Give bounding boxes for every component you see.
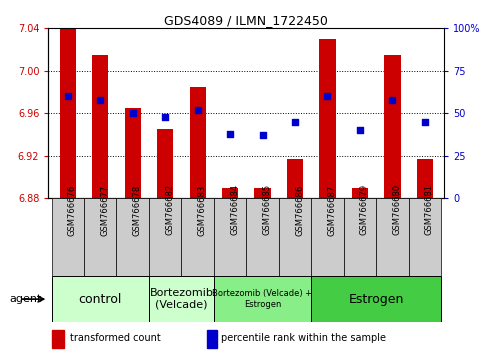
Bar — [214, 276, 311, 322]
Text: Estrogen: Estrogen — [349, 293, 404, 306]
Point — [324, 93, 331, 99]
Bar — [189, 87, 206, 198]
Text: GSM766680: GSM766680 — [392, 184, 401, 235]
Bar — [352, 188, 368, 198]
Bar — [344, 198, 376, 276]
Text: percentile rank within the sample: percentile rank within the sample — [221, 333, 385, 343]
Point — [291, 119, 299, 125]
Bar — [52, 198, 84, 276]
Text: GSM766686: GSM766686 — [295, 184, 304, 235]
Point — [161, 114, 169, 120]
Bar — [149, 198, 182, 276]
Bar — [149, 276, 214, 322]
Bar — [182, 198, 214, 276]
Bar — [287, 159, 303, 198]
Text: transformed count: transformed count — [70, 333, 161, 343]
Bar — [222, 188, 238, 198]
Bar — [92, 55, 108, 198]
Bar — [52, 276, 149, 322]
Point — [356, 127, 364, 133]
Bar — [311, 198, 344, 276]
Point — [259, 132, 267, 138]
Text: GSM766678: GSM766678 — [133, 184, 142, 235]
Bar — [384, 55, 400, 198]
Bar — [116, 198, 149, 276]
Text: GSM766676: GSM766676 — [68, 184, 77, 235]
Title: GDS4089 / ILMN_1722450: GDS4089 / ILMN_1722450 — [164, 14, 328, 27]
Text: GSM766677: GSM766677 — [100, 184, 109, 235]
Bar — [246, 198, 279, 276]
Text: GSM766684: GSM766684 — [230, 184, 239, 235]
Text: agent: agent — [10, 294, 42, 304]
Bar — [409, 198, 441, 276]
Point — [64, 93, 71, 99]
Bar — [84, 198, 116, 276]
Bar — [214, 198, 246, 276]
Text: GSM766679: GSM766679 — [360, 184, 369, 235]
Bar — [376, 198, 409, 276]
Text: Bortezomib (Velcade) +
Estrogen: Bortezomib (Velcade) + Estrogen — [213, 290, 313, 309]
Text: GSM766685: GSM766685 — [263, 184, 271, 235]
Point — [129, 110, 137, 116]
Text: GSM766681: GSM766681 — [425, 184, 434, 235]
Bar — [207, 330, 217, 348]
Point — [388, 97, 396, 103]
Text: GSM766687: GSM766687 — [327, 184, 337, 235]
Text: GSM766682: GSM766682 — [165, 184, 174, 235]
Point — [97, 97, 104, 103]
Bar — [60, 28, 76, 198]
Text: GSM766683: GSM766683 — [198, 184, 207, 235]
Bar — [255, 188, 270, 198]
Bar — [125, 108, 141, 198]
Bar — [157, 129, 173, 198]
Bar — [311, 276, 441, 322]
Text: control: control — [79, 293, 122, 306]
Text: Bortezomib
(Velcade): Bortezomib (Velcade) — [149, 288, 213, 310]
Bar — [319, 39, 336, 198]
Point — [194, 107, 201, 113]
Bar — [279, 198, 311, 276]
Bar — [417, 159, 433, 198]
Point — [226, 131, 234, 137]
Point — [421, 119, 429, 125]
Bar — [52, 330, 64, 348]
